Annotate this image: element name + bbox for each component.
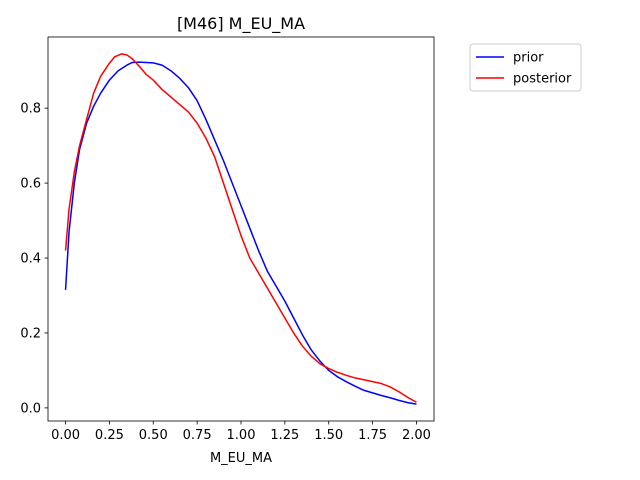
x-tick-label: 2.00 (402, 428, 431, 443)
x-axis-label: M_EU_MA (210, 451, 272, 466)
x-tick-label: 0.25 (95, 428, 124, 443)
y-tick-label: 0.4 (20, 252, 41, 267)
x-tick-label: 1.25 (270, 428, 299, 443)
x-tick-label: 1.00 (227, 428, 256, 443)
legend-box (469, 43, 582, 92)
y-tick-label: 0.6 (20, 177, 41, 192)
y-tick-label: 0.8 (20, 102, 41, 117)
y-tick-label: 0.0 (20, 401, 41, 416)
axes-frame (47, 36, 435, 422)
legend-label-posterior: posterior (513, 72, 572, 87)
x-tick-label: 1.75 (358, 428, 387, 443)
chart-title: [M46] M_EU_MA (177, 14, 305, 34)
y-tick-label: 0.2 (20, 326, 41, 341)
plot-area: 0.00 0.25 0.50 0.75 1.00 1.25 1.50 1.75 2.00 0.0 0… (20, 36, 435, 443)
x-tick-label: 0.50 (139, 428, 168, 443)
x-tick-label: 0.75 (183, 428, 212, 443)
series-line-posterior (64, 53, 417, 403)
series-line-prior (64, 61, 417, 405)
legend: prior posterior (469, 43, 582, 92)
x-tick-label: 1.50 (314, 428, 343, 443)
x-tick-label: 0.00 (51, 428, 80, 443)
legend-label-prior: prior (513, 51, 544, 66)
